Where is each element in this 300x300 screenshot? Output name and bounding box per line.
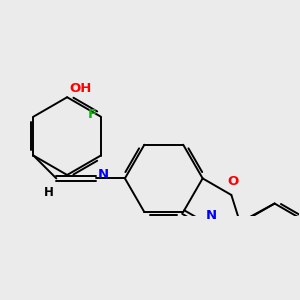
- Text: OH: OH: [69, 82, 92, 95]
- Text: O: O: [227, 175, 239, 188]
- Text: N: N: [206, 209, 217, 222]
- Text: N: N: [98, 169, 109, 182]
- Text: F: F: [88, 108, 98, 121]
- Text: H: H: [44, 186, 54, 200]
